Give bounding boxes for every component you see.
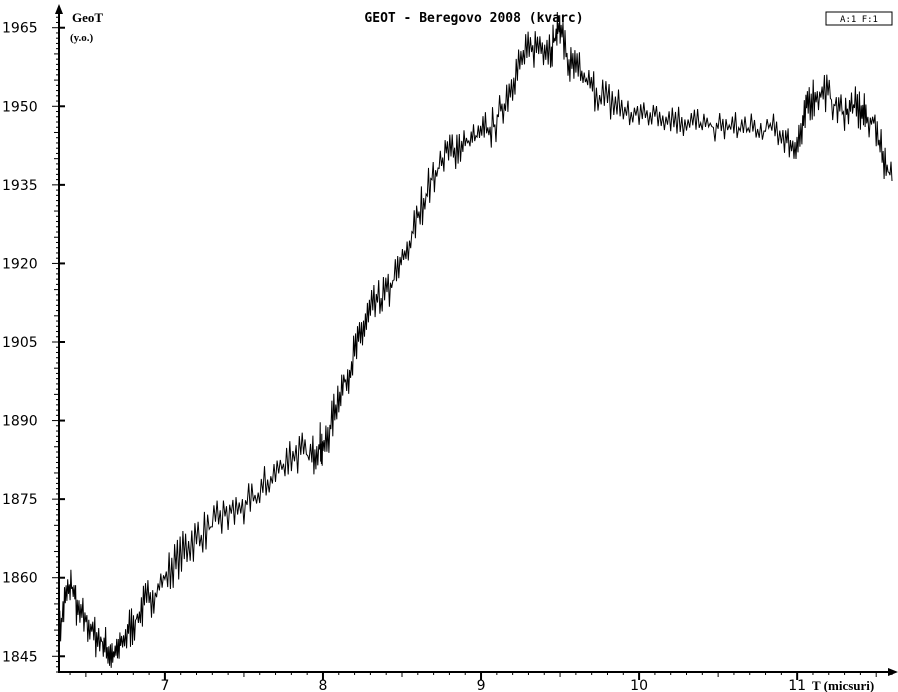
y-tick-label: 1875 bbox=[2, 492, 38, 508]
x-tick-label: 7 bbox=[160, 678, 169, 692]
y-tick-label: 1950 bbox=[2, 99, 38, 115]
status-badge: A:1 F:1 bbox=[825, 11, 893, 26]
y-tick-label: 1845 bbox=[2, 649, 38, 665]
y-tick-label: 1890 bbox=[2, 414, 38, 430]
y-tick-label: 1905 bbox=[2, 335, 38, 351]
y-tick-label: 1935 bbox=[2, 178, 38, 194]
y-ticks: 1845 1860 1875 1890 1905 1920 1935 1950 1965 bbox=[2, 11, 65, 673]
x-tick-label: 11 bbox=[788, 678, 806, 692]
y-tick-label: 1860 bbox=[2, 571, 38, 587]
axes bbox=[55, 4, 898, 676]
x-tick-label: 9 bbox=[477, 678, 486, 692]
x-tick-label: 10 bbox=[630, 678, 648, 692]
x-axis-title: T (micsuri) bbox=[812, 678, 874, 692]
x-ticks: 7 8 9 10 11 bbox=[69, 672, 893, 692]
y-axis-unit: (y.o.) bbox=[70, 32, 94, 44]
x-axis-arrow-icon bbox=[888, 668, 898, 676]
y-axis-title: GeoT bbox=[72, 10, 103, 25]
svg-text:A:1 F:1: A:1 F:1 bbox=[840, 15, 878, 25]
y-tick-label: 1965 bbox=[2, 21, 38, 37]
x-tick-label: 8 bbox=[319, 678, 328, 692]
y-tick-label: 1920 bbox=[2, 256, 38, 272]
series-line bbox=[58, 11, 893, 668]
chart-title: GEOT - Beregovo 2008 (kvarc) bbox=[364, 11, 583, 26]
